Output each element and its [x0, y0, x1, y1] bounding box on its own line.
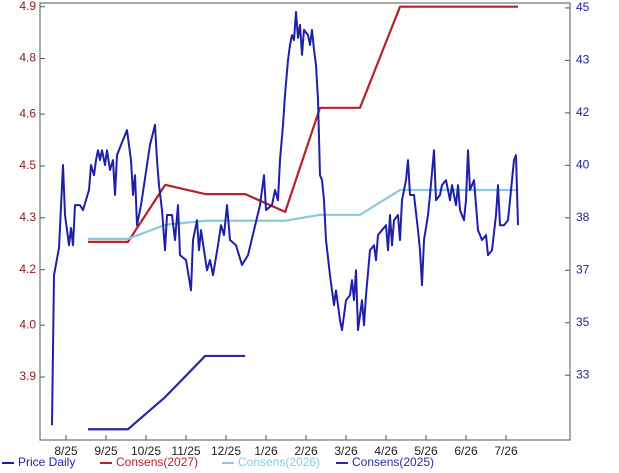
x-tick-label: 9/25 — [94, 444, 118, 458]
y-tick-label: 4.6 — [19, 106, 36, 120]
x-tick-label: 12/25 — [211, 444, 241, 458]
x-tick-label: 5/26 — [414, 444, 438, 458]
y-tick-label: 4.8 — [19, 51, 36, 65]
legend-label: Consens(2027) — [116, 455, 198, 469]
y2-tick-label: 42 — [576, 105, 590, 119]
x-tick-label: 4/26 — [374, 444, 398, 458]
y-tick-label: 3.9 — [19, 369, 36, 383]
y2-tick-label: 37 — [576, 262, 590, 276]
series-line — [88, 188, 518, 241]
legend-label: Price Daily — [18, 455, 75, 469]
y-tick-label: 4.2 — [19, 262, 36, 276]
x-tick-label: 8/25 — [54, 444, 78, 458]
y2-tick-label: 35 — [576, 315, 590, 329]
x-tick-label: 6/26 — [454, 444, 478, 458]
y-tick-label: 4.3 — [19, 210, 36, 224]
x-tick-label: 10/25 — [131, 444, 161, 458]
y2-tick-label: 33 — [576, 367, 590, 381]
y-tick-label: 4.5 — [19, 158, 36, 172]
y2-tick-label: 43 — [576, 53, 590, 67]
x-tick-label: 2/26 — [294, 444, 318, 458]
x-tick-label: 11/25 — [171, 444, 200, 458]
plot-frame — [39, 2, 571, 441]
y2-tick-label: 40 — [576, 158, 590, 172]
series-line — [88, 354, 246, 431]
x-tick-label: 7/26 — [494, 444, 518, 458]
x-tick-label: 1/26 — [254, 444, 278, 458]
x-tick-label: 3/26 — [334, 444, 358, 458]
series-line — [51, 10, 519, 426]
y2-tick-label: 38 — [576, 210, 590, 224]
legend-label: Consens(2026) — [238, 455, 320, 469]
legend-label: Consens(2025) — [352, 455, 434, 469]
y-tick-label: 4.0 — [19, 317, 36, 331]
y2-tick-label: 45 — [576, 0, 590, 14]
y-tick-label: 4.9 — [19, 0, 36, 13]
